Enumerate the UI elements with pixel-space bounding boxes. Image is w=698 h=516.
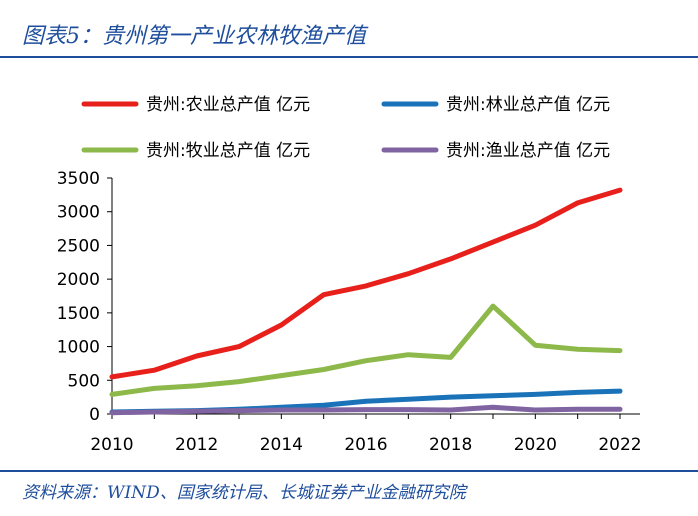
- x-tick-label: 2022: [598, 435, 641, 455]
- series-line-1: [109, 187, 623, 380]
- legend-label-3: 贵州:牧业总产值 亿元: [146, 141, 310, 161]
- y-tick-label: 2000: [57, 270, 100, 290]
- legend-label-4: 贵州:渔业总产值 亿元: [446, 141, 610, 161]
- x-tick-label: 2014: [260, 435, 303, 455]
- x-tick-label: 2016: [344, 435, 387, 455]
- bottom-divider: [0, 470, 698, 472]
- axes: 0 500 1000 1500 2000 2500 3000 3500 2010 2012 2014…: [57, 169, 642, 455]
- y-tick-label: 500: [68, 371, 100, 391]
- source-note: 资料来源：WIND、国家统计局、长城证券产业金融研究院: [22, 483, 466, 503]
- series-line-3: [109, 303, 623, 397]
- y-tick-label: 3500: [57, 169, 100, 189]
- x-tick-label: 2018: [429, 435, 472, 455]
- top-divider: [0, 56, 698, 58]
- series-line-4: [109, 404, 623, 416]
- y-tick-label: 2500: [57, 236, 100, 256]
- x-tick-label: 2020: [514, 435, 557, 455]
- x-tick-label: 2010: [90, 435, 133, 455]
- x-tick-label: 2012: [175, 435, 218, 455]
- chart-title: 图表5：贵州第一产业农林牧渔产值: [22, 24, 366, 49]
- y-tick-label: 0: [89, 405, 100, 425]
- legend-label-1: 贵州:农业总产值 亿元: [146, 95, 310, 115]
- legend-label-2: 贵州:林业总产值 亿元: [446, 95, 610, 115]
- series-lines: [109, 187, 623, 416]
- y-tick-label: 1500: [57, 304, 100, 324]
- y-tick-label: 1000: [57, 338, 100, 358]
- y-tick-label: 3000: [57, 203, 100, 223]
